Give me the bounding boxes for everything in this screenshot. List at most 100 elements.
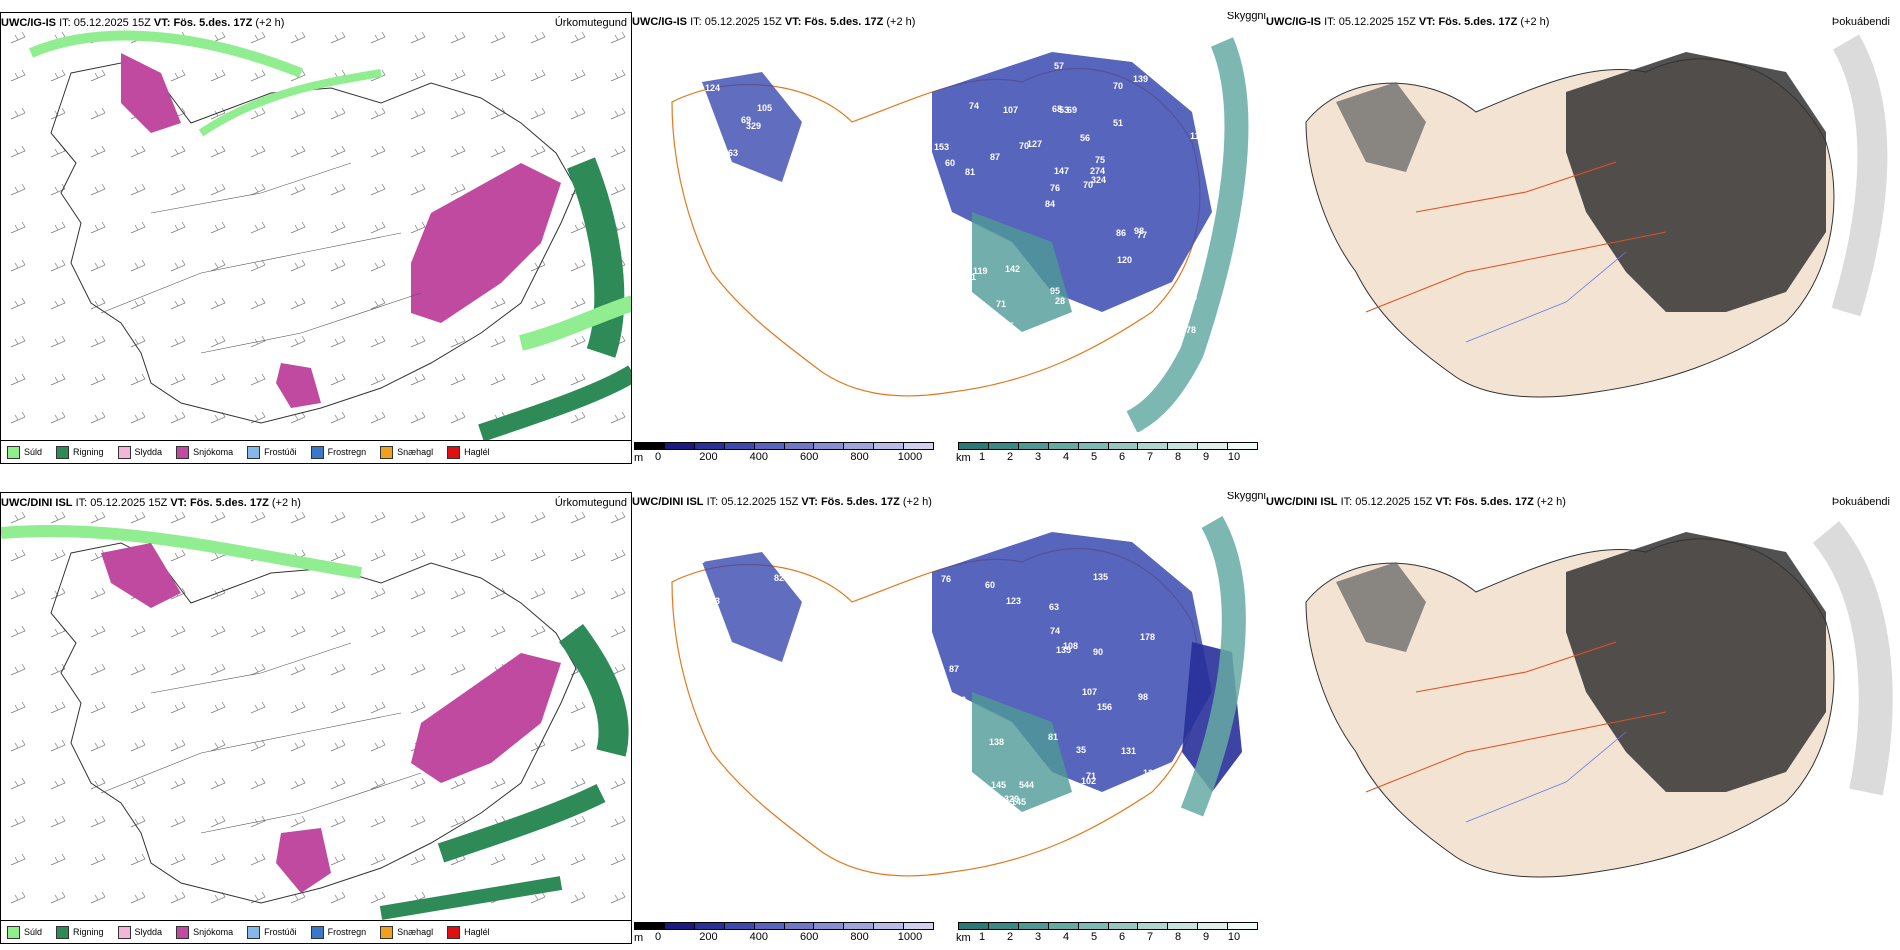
wind-barb bbox=[330, 259, 346, 272]
wind-barb bbox=[250, 815, 266, 828]
cloud-base-label: 304 bbox=[956, 331, 971, 341]
wind-barb bbox=[50, 373, 66, 386]
cloud-base-label: 70 bbox=[1083, 180, 1093, 190]
wind-barb bbox=[170, 701, 186, 714]
scale-cell bbox=[988, 443, 1019, 449]
legend-item: Frostúði bbox=[247, 445, 297, 459]
wind-barb bbox=[450, 411, 466, 424]
wind-barb bbox=[250, 587, 266, 600]
height-scale-top: 0 200 400 600 800 1000 m bbox=[634, 442, 934, 464]
cloud-base-label: 127 bbox=[1027, 139, 1042, 149]
wind-barb bbox=[290, 701, 306, 714]
wind-barb bbox=[450, 145, 466, 158]
wind-barb bbox=[10, 31, 26, 44]
vt-label: VT: bbox=[1435, 496, 1452, 508]
wind-barb bbox=[10, 587, 26, 600]
legend-label: Snæhagl bbox=[397, 447, 434, 457]
wind-barb bbox=[250, 259, 266, 272]
wind-barb bbox=[410, 411, 426, 424]
wind-barb bbox=[450, 511, 466, 524]
scale-cell bbox=[874, 923, 905, 929]
wind-barb bbox=[130, 297, 146, 310]
scale-tick-label: 6 bbox=[1118, 931, 1126, 943]
wind-barb bbox=[50, 777, 66, 790]
legend-label: Súld bbox=[24, 927, 43, 937]
wind-barb bbox=[170, 297, 186, 310]
wind-barb bbox=[170, 663, 186, 676]
scale-cell bbox=[664, 923, 695, 929]
cloud-base-label: 57 bbox=[972, 798, 982, 808]
legend-swatch bbox=[176, 925, 190, 939]
wind-barb bbox=[290, 221, 306, 234]
wind-barb bbox=[410, 183, 426, 196]
scale-cell bbox=[664, 443, 695, 449]
wind-barb bbox=[50, 183, 66, 196]
it-label: IT: bbox=[1340, 496, 1353, 508]
wind-barb bbox=[130, 663, 146, 676]
height-scale-bottom: 0 200 400 600 800 1000 m bbox=[634, 922, 934, 944]
wind-barb bbox=[330, 853, 346, 866]
wind-barb bbox=[530, 853, 546, 866]
cloud-base-label: 81 bbox=[1048, 732, 1058, 742]
cloud-map: 329 124 69 124 105 163 133 69 70 70 548 78 81 53 84 51 1… bbox=[671, 37, 1249, 432]
fog-map bbox=[1305, 34, 1888, 398]
legend-label: Frostregn bbox=[327, 447, 367, 457]
scale-cell bbox=[1198, 443, 1229, 449]
wind-barb bbox=[530, 297, 546, 310]
wind-barb bbox=[610, 69, 626, 82]
scale-tick-label: 10 bbox=[1227, 451, 1241, 463]
scale-cell bbox=[844, 923, 875, 929]
wind-barb bbox=[130, 853, 146, 866]
wind-barb bbox=[90, 259, 106, 272]
wind-barb bbox=[570, 145, 586, 158]
scale-tick-label: 200 bbox=[699, 451, 718, 463]
wind-barb bbox=[450, 663, 466, 676]
wind-barb bbox=[90, 891, 106, 904]
panel-header: UWC/DINI ISL IT: 05.12.2025 15Z VT: Fös.… bbox=[632, 492, 1266, 512]
height-scale-unit: m bbox=[634, 452, 644, 464]
wind-barb bbox=[370, 663, 386, 676]
wind-barb bbox=[570, 373, 586, 386]
wind-barb bbox=[330, 107, 346, 120]
legend-item: Rigning bbox=[56, 925, 104, 939]
model-name: UWC/DINI ISL bbox=[632, 496, 704, 508]
wind-barb bbox=[370, 549, 386, 562]
wind-barb bbox=[450, 549, 466, 562]
wind-barb bbox=[570, 891, 586, 904]
scale-tick-label: 400 bbox=[749, 451, 768, 463]
wind-barb bbox=[370, 587, 386, 600]
wind-barb bbox=[370, 853, 386, 866]
wind-barb bbox=[610, 549, 626, 562]
wind-barb bbox=[250, 777, 266, 790]
legend-swatch bbox=[56, 925, 70, 939]
cloud-base-label: 51 bbox=[1113, 118, 1123, 128]
wind-barb bbox=[610, 663, 626, 676]
wind-barb bbox=[570, 853, 586, 866]
legend-swatch bbox=[247, 445, 261, 459]
cloud-base-label: 90 bbox=[1164, 325, 1174, 335]
wind-barb bbox=[130, 183, 146, 196]
wind-barb bbox=[250, 511, 266, 524]
scale-cell bbox=[1078, 923, 1109, 929]
cloud-base-label: 131 bbox=[1121, 746, 1136, 756]
wind-barb bbox=[290, 107, 306, 120]
cloud-base-label: 68 bbox=[1052, 104, 1062, 114]
cloud-base-label: 443 bbox=[952, 715, 967, 725]
wind-barb bbox=[330, 511, 346, 524]
wind-barb bbox=[370, 701, 386, 714]
wind-barb bbox=[330, 373, 346, 386]
wind-barb bbox=[610, 31, 626, 44]
wind-barb bbox=[370, 297, 386, 310]
cloud-base-label: 70 bbox=[1019, 141, 1029, 151]
cloud-base-label: 84 bbox=[1045, 199, 1055, 209]
panel-title-precip: Úrkomutegund bbox=[554, 17, 627, 29]
cloud-base-label: 123 bbox=[1143, 768, 1158, 778]
precip-panel-top: UWC/IG-IS IT: 05.12.2025 15Z VT: Fös. 5.… bbox=[0, 12, 632, 464]
panel-title-fog: Þokuábendi bbox=[1831, 496, 1890, 508]
cloud-base-label: 75 bbox=[1095, 155, 1105, 165]
legend-swatch bbox=[176, 445, 190, 459]
scale-cell bbox=[1198, 923, 1229, 929]
cloud-base-label: 135 bbox=[1056, 645, 1071, 655]
wind-barb bbox=[210, 373, 226, 386]
cloud-base-label: 329 bbox=[1004, 794, 1019, 804]
